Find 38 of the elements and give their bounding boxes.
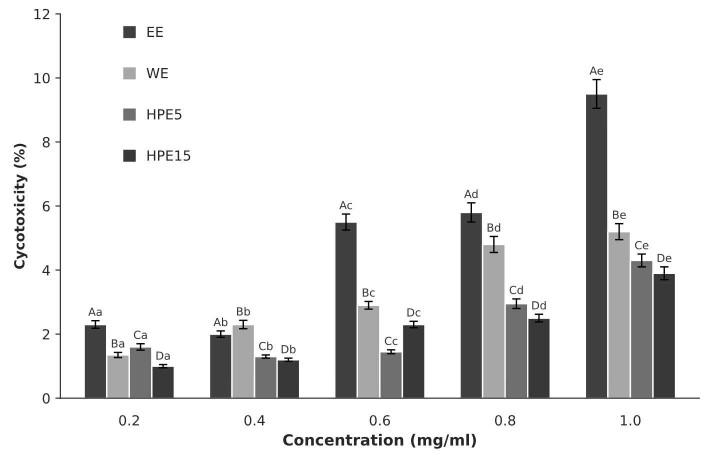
- data-label: Db: [282, 344, 296, 354]
- x-tick-label: 0.4: [244, 415, 265, 426]
- y-tick-label: 12: [34, 8, 50, 20]
- data-label: Dd: [532, 300, 546, 310]
- data-label: Cc: [384, 336, 398, 346]
- data-label: Aa: [88, 308, 102, 316]
- y-tick-label: 10: [34, 72, 50, 84]
- data-label: Ba: [112, 339, 124, 348]
- legend-label: WE: [146, 68, 168, 78]
- data-label: Cb: [259, 342, 273, 350]
- data-label: Bd: [488, 223, 500, 232]
- x-tick-label: 0.2: [119, 415, 139, 426]
- data-label: Ae: [590, 66, 604, 75]
- legend-label: HPE15: [148, 150, 190, 161]
- data-label: Dc: [407, 308, 420, 317]
- legend-label: EE: [148, 26, 163, 37]
- data-label: De: [658, 254, 672, 262]
- data-label: Ab: [213, 318, 228, 326]
- data-label: Bc: [362, 288, 375, 297]
- x-tick-label: 0.6: [370, 415, 390, 426]
- x-tick-label: 0.8: [495, 415, 516, 426]
- data-label: Da: [156, 352, 170, 360]
- x-axis-title: Concentration (mg/ml): [283, 434, 476, 449]
- y-tick-label: 8: [42, 136, 50, 148]
- legend-label: HPE5: [148, 109, 182, 120]
- x-tick-label: 1.0: [620, 415, 641, 426]
- y-tick-label: 4: [42, 265, 50, 276]
- data-label: Ac: [339, 201, 352, 210]
- data-label: Bb: [237, 307, 250, 316]
- data-label: Cd: [510, 286, 523, 294]
- data-label: Ca: [134, 330, 147, 340]
- y-tick-label: 6: [42, 201, 50, 212]
- data-label: Be: [613, 210, 626, 219]
- data-label: Ad: [464, 190, 478, 198]
- y-axis-title: Cycotoxicity (%): [14, 144, 28, 269]
- y-tick-label: 2: [42, 329, 50, 340]
- y-tick-label: 0: [42, 393, 50, 404]
- data-label: Ce: [635, 240, 648, 250]
